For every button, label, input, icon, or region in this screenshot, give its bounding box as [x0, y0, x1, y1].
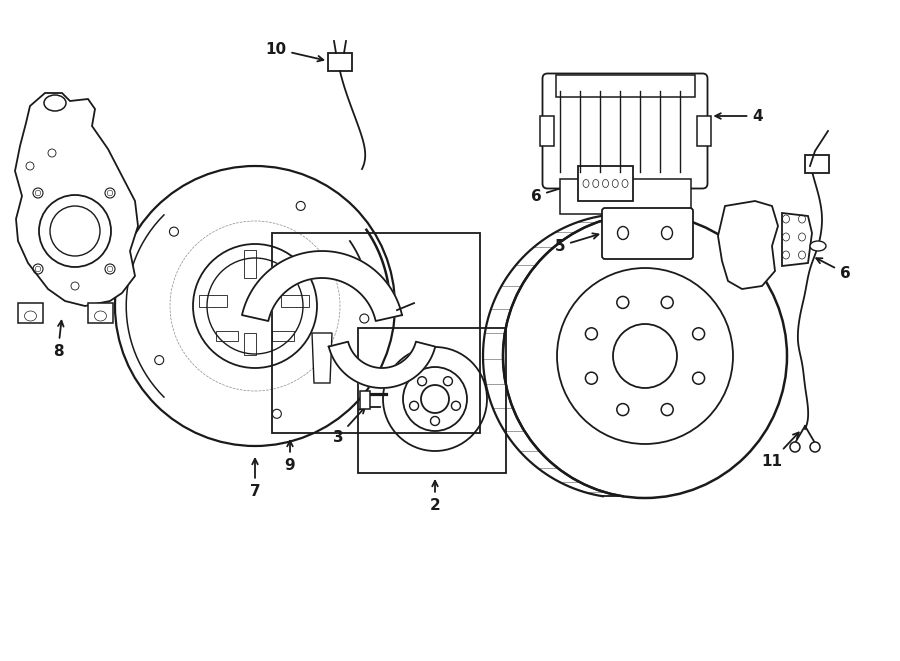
Text: 3: 3: [333, 408, 364, 444]
Bar: [539, 116, 554, 146]
Ellipse shape: [39, 195, 111, 267]
Bar: [88, 303, 113, 323]
Bar: [199, 295, 227, 307]
Bar: [281, 295, 309, 307]
FancyBboxPatch shape: [602, 208, 693, 259]
Bar: [578, 166, 633, 201]
Text: 5: 5: [554, 233, 598, 254]
Bar: [272, 331, 294, 341]
Text: 10: 10: [266, 42, 323, 61]
Polygon shape: [328, 342, 436, 388]
Ellipse shape: [810, 442, 820, 452]
Bar: [216, 331, 238, 341]
Polygon shape: [15, 93, 138, 306]
Ellipse shape: [790, 442, 800, 452]
Bar: [272, 233, 480, 433]
Ellipse shape: [115, 166, 395, 446]
Text: 11: 11: [761, 432, 798, 469]
Text: 7: 7: [249, 459, 260, 498]
Text: 6: 6: [531, 184, 572, 204]
Ellipse shape: [810, 241, 826, 251]
Text: 9: 9: [284, 441, 295, 473]
Bar: [560, 178, 690, 214]
Polygon shape: [312, 333, 332, 383]
Text: 6: 6: [816, 258, 850, 280]
Text: 1: 1: [628, 165, 638, 204]
Bar: [697, 116, 710, 146]
Bar: [555, 75, 695, 97]
Text: 8: 8: [53, 321, 64, 358]
Bar: [18, 303, 43, 323]
Ellipse shape: [44, 95, 66, 111]
FancyBboxPatch shape: [543, 73, 707, 188]
Polygon shape: [242, 251, 402, 321]
Bar: [360, 391, 370, 409]
Ellipse shape: [421, 385, 449, 413]
Bar: [244, 250, 256, 278]
Text: 4: 4: [716, 108, 763, 124]
Polygon shape: [718, 201, 778, 289]
Bar: [244, 333, 256, 355]
Polygon shape: [782, 213, 812, 266]
Bar: [328, 53, 352, 71]
Bar: [805, 155, 829, 173]
Text: 2: 2: [429, 481, 440, 512]
Bar: [358, 328, 506, 473]
Ellipse shape: [403, 367, 467, 431]
Ellipse shape: [383, 347, 487, 451]
